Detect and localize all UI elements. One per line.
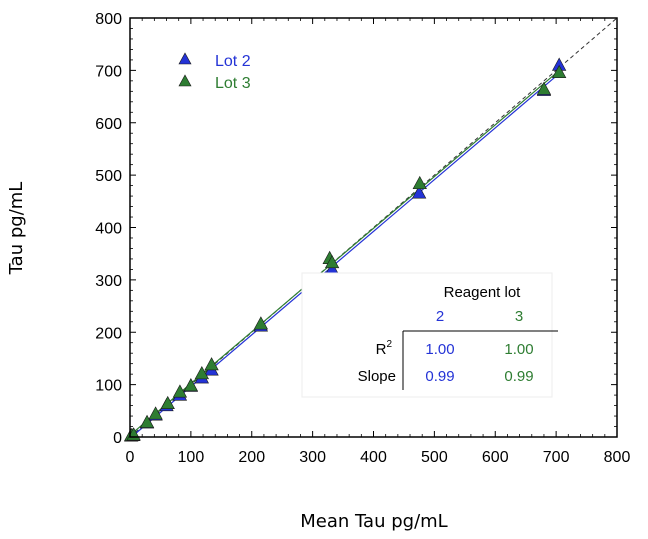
- point-lot-3-13: [536, 81, 552, 95]
- y-tick-label: 500: [95, 168, 122, 185]
- point-lot-3-12: [412, 175, 427, 190]
- x-tick-label: 300: [299, 449, 326, 466]
- x-tick-label: 0: [126, 449, 135, 466]
- y-axis-title: Tau pg/mL: [6, 182, 27, 276]
- table-column-lot-2: 2: [436, 308, 444, 325]
- point-lot-3-2: [139, 414, 155, 428]
- y-tick-label: 800: [95, 11, 122, 28]
- table-cell-r2-lot-3: 1.00: [504, 341, 533, 358]
- legend-label-lot-3: Lot 3: [215, 75, 251, 92]
- legend-marker-lot-3: [178, 74, 192, 87]
- y-tick-label: 300: [95, 273, 122, 290]
- data-points: [124, 57, 567, 442]
- y-tick-label: 0: [113, 430, 122, 447]
- fit-statistics-table: Reagent lot 2 3 R2 1.00 1.00 Slope 0.99 …: [301, 272, 558, 398]
- point-lot-3-9: [253, 316, 269, 330]
- x-tick-label: 500: [421, 449, 448, 466]
- y-tick-label: 700: [95, 63, 122, 80]
- x-tick-label: 400: [360, 449, 387, 466]
- point-lot-3-3: [148, 406, 163, 420]
- point-lot-3-5: [172, 384, 188, 398]
- point-lot-3-4: [160, 395, 175, 410]
- y-tick-label: 200: [95, 325, 122, 342]
- y-tick-label: 400: [95, 221, 122, 238]
- point-lot-3-11: [324, 254, 340, 269]
- x-tick-label: 100: [178, 449, 205, 466]
- legend-marker-lot-2: [178, 52, 192, 65]
- axes: 0 100 200 300 400 500 600 700 800 0 100 200 300 400 50…: [95, 11, 630, 466]
- y-tick-label: 600: [95, 116, 122, 133]
- legend: Lot 2 Lot 3: [178, 52, 251, 92]
- y-tick-label: 100: [95, 378, 122, 395]
- x-tick-label: 200: [238, 449, 265, 466]
- x-tick-label: 600: [482, 449, 509, 466]
- table-title: Reagent lot: [444, 284, 522, 301]
- point-lot-3-14: [552, 64, 567, 79]
- table-column-lot-3: 3: [515, 308, 523, 325]
- point-lot-3-7: [194, 365, 209, 380]
- x-tick-label: 800: [604, 449, 631, 466]
- legend-label-lot-2: Lot 2: [215, 53, 251, 70]
- x-axis-title: Mean Tau pg/mL: [300, 511, 447, 532]
- table-background: [301, 272, 553, 398]
- table-cell-slope-lot-2: 0.99: [425, 368, 454, 385]
- table-cell-r2-lot-2: 1.00: [425, 341, 454, 358]
- point-lot-3-8: [204, 357, 219, 371]
- x-tick-label: 700: [543, 449, 570, 466]
- table-row-r2-label: R2: [376, 339, 393, 358]
- table-row-slope-label: Slope: [358, 368, 396, 385]
- point-lot-3-6: [183, 378, 199, 392]
- point-lot-2-12: [412, 185, 427, 199]
- table-cell-slope-lot-3: 0.99: [504, 368, 533, 385]
